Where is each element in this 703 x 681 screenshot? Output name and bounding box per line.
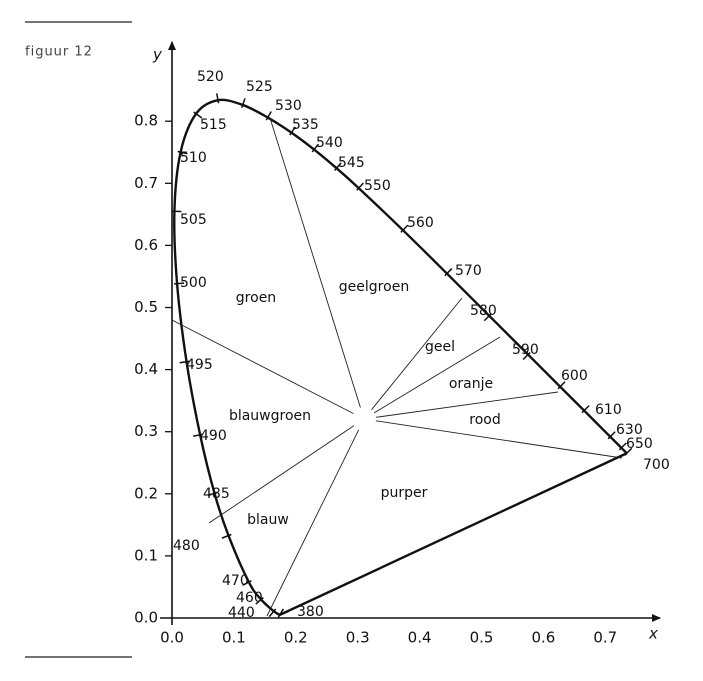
y-tick-label: 0.8 xyxy=(134,112,158,130)
wavelength-tick xyxy=(240,98,246,109)
wavelength-label: 600 xyxy=(561,368,588,384)
wavelength-label: 590 xyxy=(512,342,539,358)
wavelength-label: 560 xyxy=(407,215,434,231)
wavelength-tick xyxy=(483,313,492,322)
wavelength-label: 630 xyxy=(616,422,643,438)
wavelength-tick xyxy=(179,360,190,364)
wavelength-tick xyxy=(581,405,590,414)
wavelength-tick xyxy=(268,608,277,618)
wavelength-label: 525 xyxy=(246,79,273,95)
wavelength-label: 550 xyxy=(364,178,391,194)
wavelength-label: 520 xyxy=(197,69,224,85)
region-boundary xyxy=(374,336,501,414)
wavelength-label: 530 xyxy=(275,98,302,114)
wavelength-label: 500 xyxy=(180,275,207,291)
wavelength-tick xyxy=(624,447,633,456)
wavelength-label: 700 xyxy=(643,457,670,473)
wavelength-tick xyxy=(193,433,204,437)
x-tick-label: 0.6 xyxy=(531,629,555,647)
y-tick-label: 0.7 xyxy=(134,174,158,192)
y-tick-label: 0.6 xyxy=(134,236,158,254)
wavelength-label: 490 xyxy=(200,428,227,444)
wavelength-tick xyxy=(221,533,232,539)
wavelength-tick xyxy=(174,282,185,285)
x-tick-label: 0.0 xyxy=(160,629,184,647)
wavelength-label: 545 xyxy=(338,155,365,171)
wavelength-label: 580 xyxy=(470,303,497,319)
wavelength-label: 540 xyxy=(316,135,343,151)
region-boundary xyxy=(208,425,355,524)
region-label: groen xyxy=(236,290,276,306)
wavelength-tick xyxy=(522,351,531,361)
region-label: blauwgroen xyxy=(229,408,311,424)
region-boundary xyxy=(375,420,623,459)
x-tick-label: 0.3 xyxy=(346,629,370,647)
wavelength-label: 570 xyxy=(455,263,482,279)
region-boundary xyxy=(269,117,361,408)
y-tick-label: 0.3 xyxy=(134,422,158,440)
y-tick-label: 0.2 xyxy=(134,484,158,502)
wavelength-label: 440 xyxy=(228,605,255,621)
wavelength-label: 505 xyxy=(180,212,207,228)
region-label: geel xyxy=(425,339,455,355)
purple-line xyxy=(279,452,628,616)
y-tick-label: 0.5 xyxy=(134,298,158,316)
wavelength-tick xyxy=(444,268,453,277)
wavelength-tick xyxy=(255,597,264,605)
region-boundary xyxy=(371,297,463,410)
y-axis-label: y xyxy=(152,46,163,64)
region-label: purper xyxy=(381,485,428,501)
wavelength-tick xyxy=(289,126,297,136)
wavelength-label: 480 xyxy=(173,538,200,554)
wavelength-tick xyxy=(557,381,566,390)
region-boundary xyxy=(375,391,559,418)
wavelength-label: 485 xyxy=(203,486,230,502)
wavelength-label: 535 xyxy=(292,117,319,133)
wavelength-label: 380 xyxy=(297,604,324,620)
wavelength-tick xyxy=(177,150,188,155)
wavelength-label: 610 xyxy=(595,402,622,418)
wavelength-label: 460 xyxy=(236,590,263,606)
region-label: geelgroen xyxy=(339,279,409,295)
region-label: oranje xyxy=(449,376,493,392)
wavelength-tick xyxy=(618,442,627,451)
region-label: blauw xyxy=(247,512,289,528)
wavelength-tick xyxy=(265,111,272,121)
y-tick-label: 0.0 xyxy=(134,609,158,627)
wavelength-tick xyxy=(311,143,320,153)
wavelength-label: 650 xyxy=(626,436,653,452)
wavelength-tick xyxy=(215,93,220,104)
wavelength-tick xyxy=(400,224,409,233)
wavelength-tick xyxy=(356,182,365,191)
wavelength-tick xyxy=(607,431,616,440)
wavelength-tick xyxy=(334,162,342,171)
y-tick-label: 0.1 xyxy=(134,546,158,564)
wavelength-label: 495 xyxy=(186,357,213,373)
wavelength-tick xyxy=(207,491,218,496)
region-boundary xyxy=(171,319,354,414)
x-axis-label: x xyxy=(648,625,658,643)
x-tick-label: 0.1 xyxy=(222,629,246,647)
x-tick-label: 0.5 xyxy=(470,629,494,647)
x-tick-label: 0.7 xyxy=(593,629,617,647)
y-tick-label: 0.4 xyxy=(134,360,158,378)
region-boundary xyxy=(266,429,360,617)
wavelength-tick xyxy=(193,111,203,119)
x-tick-label: 0.4 xyxy=(408,629,432,647)
figure-label: figuur 12 xyxy=(25,45,93,60)
wavelength-tick xyxy=(277,608,285,618)
spectral-locus xyxy=(173,98,628,616)
wavelength-label: 515 xyxy=(200,117,227,133)
x-tick-label: 0.2 xyxy=(284,629,308,647)
wavelength-tick xyxy=(242,580,252,586)
region-label: rood xyxy=(469,412,500,428)
wavelength-label: 510 xyxy=(180,150,207,166)
wavelength-label: 470 xyxy=(222,573,249,589)
